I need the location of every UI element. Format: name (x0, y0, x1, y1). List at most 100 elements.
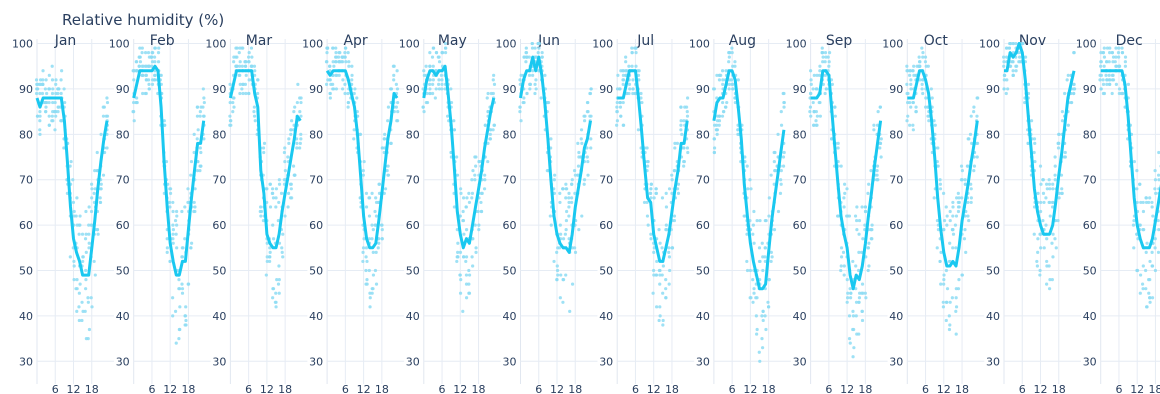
observation-point (685, 96, 690, 100)
y-tick-label: 100 (399, 38, 420, 51)
x-tick-label: 12 (743, 383, 757, 394)
observation-point (956, 200, 960, 205)
observation-point (1002, 78, 1006, 82)
observation-point (277, 264, 281, 268)
observation-point (921, 51, 925, 55)
observation-point (1057, 191, 1061, 195)
observation-point (1059, 173, 1064, 177)
x-tick-label: 6 (632, 383, 639, 394)
observation-point (969, 200, 973, 205)
observation-point (968, 132, 973, 136)
y-tick-label: 30 (793, 355, 807, 368)
observation-point (1004, 91, 1008, 96)
observation-point (180, 282, 184, 286)
mean-humidity-line (35, 96, 109, 277)
x-tick-label: 18 (375, 383, 389, 394)
observation-point (570, 200, 574, 205)
observation-point (268, 246, 272, 250)
observation-point (727, 82, 732, 86)
observation-point (776, 209, 781, 214)
observation-point (461, 196, 466, 200)
observation-point (40, 91, 45, 96)
observation-point (848, 287, 852, 291)
observation-point (1114, 64, 1118, 68)
observation-point (573, 191, 577, 195)
observation-point (570, 282, 575, 286)
observation-point (98, 200, 103, 205)
observation-point (621, 100, 625, 105)
observation-point (1036, 250, 1040, 254)
observation-point (237, 51, 241, 55)
observation-point (942, 277, 946, 282)
observation-point (944, 268, 948, 273)
observation-point (328, 64, 332, 68)
observation-point (250, 64, 254, 68)
observation-point (755, 332, 759, 336)
observation-point (917, 60, 922, 64)
y-tick-label: 100 (689, 38, 710, 51)
observation-point (589, 87, 593, 91)
observation-point (243, 82, 248, 86)
observation-point (286, 205, 290, 209)
observation-point (782, 150, 786, 155)
observation-point (352, 137, 356, 141)
observation-point (758, 259, 762, 264)
observation-point (370, 223, 374, 227)
observation-point (615, 123, 619, 127)
observation-point (198, 169, 202, 173)
observation-point (175, 246, 179, 250)
observation-point (1039, 200, 1043, 205)
observation-point (908, 73, 912, 77)
observation-point (580, 141, 584, 146)
observation-point (1002, 60, 1006, 64)
observation-point (558, 296, 562, 300)
observation-point (951, 214, 955, 218)
observation-point (238, 60, 242, 64)
y-tick-label: 60 (19, 219, 33, 232)
observation-point (90, 187, 94, 191)
observation-point (963, 178, 967, 182)
observation-point (336, 55, 341, 59)
observation-point (147, 82, 151, 86)
observation-point (232, 105, 236, 109)
y-tick-label: 90 (1083, 83, 1097, 96)
y-tick-label: 90 (212, 83, 226, 96)
mean-humidity-line (1004, 42, 1076, 236)
observation-point (531, 73, 535, 77)
observation-point (909, 82, 913, 86)
observation-point (99, 132, 103, 136)
observation-point (437, 82, 441, 86)
observation-point (271, 296, 275, 300)
observation-point (238, 73, 242, 77)
observation-point (857, 296, 862, 300)
observation-point (164, 159, 169, 164)
observation-point (856, 268, 861, 273)
observation-point (374, 196, 378, 200)
observation-point (479, 200, 483, 205)
observation-point (588, 91, 592, 96)
observation-point (760, 346, 765, 350)
observation-point (165, 250, 169, 254)
observation-point (1060, 119, 1065, 123)
observation-point (972, 169, 976, 173)
observation-point (715, 73, 719, 77)
observation-point (461, 309, 465, 313)
observation-point (751, 223, 755, 227)
y-tick-label: 50 (599, 265, 613, 278)
observation-point (830, 137, 834, 141)
observation-point (651, 291, 655, 295)
observation-point (948, 209, 952, 214)
observation-point (911, 128, 915, 132)
observation-point (860, 309, 864, 313)
observation-point (1021, 41, 1025, 46)
observation-point (921, 55, 925, 59)
observation-point (102, 105, 106, 109)
observation-point (228, 114, 232, 118)
y-tick-label: 30 (309, 355, 323, 368)
observation-point (198, 164, 202, 168)
observation-point (553, 173, 557, 177)
observation-point (836, 214, 840, 218)
observation-point (821, 60, 825, 64)
